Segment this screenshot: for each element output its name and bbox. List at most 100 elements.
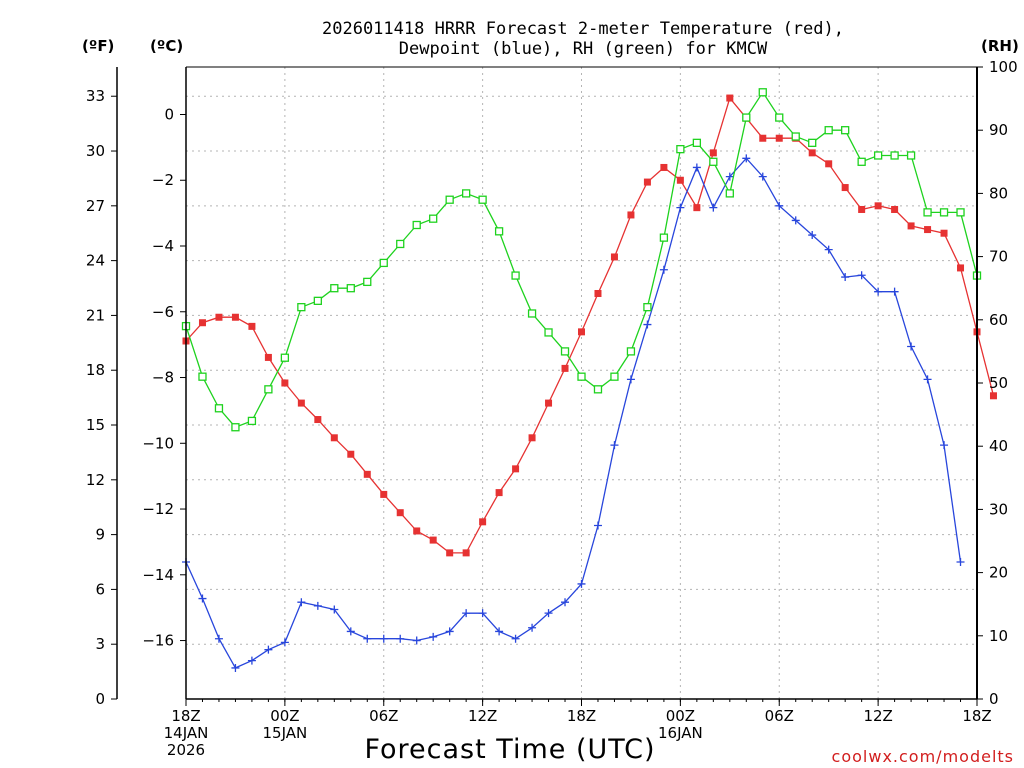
dewpoint-point <box>659 265 668 274</box>
dewpoint-point <box>676 203 685 212</box>
dewpoint-point <box>511 634 520 643</box>
rh-point <box>742 113 751 122</box>
temperature-point <box>380 490 388 498</box>
x-tick-label: 06Z <box>369 707 398 725</box>
celsius-tick-label: −16 <box>142 632 174 650</box>
temperature-point <box>709 149 717 157</box>
rh-point <box>906 151 916 160</box>
temperature-point <box>330 434 338 442</box>
dewpoint-point <box>544 609 553 618</box>
temperature-point <box>446 549 454 557</box>
celsius-tick-label: −6 <box>152 303 174 321</box>
rh-tick-label: 50 <box>989 374 1008 392</box>
dewpoint-point <box>725 172 734 181</box>
rh-point <box>214 404 224 413</box>
rh-point <box>231 423 240 432</box>
temperature-point <box>989 392 997 400</box>
rh-point <box>396 239 405 249</box>
dewpoint-point <box>758 172 767 181</box>
rh-point <box>626 347 636 356</box>
temperature-point <box>940 229 948 237</box>
temperature-point <box>429 536 437 544</box>
dewpoint-point <box>412 636 421 645</box>
dewpoint-point <box>791 216 800 225</box>
celsius-tick-label: −14 <box>142 566 174 584</box>
dewpoint-point <box>396 634 405 643</box>
rh-point <box>939 208 949 217</box>
temperature-point <box>841 184 849 192</box>
temperature-point <box>231 313 239 321</box>
rh-point <box>363 277 372 287</box>
rh-point <box>643 303 652 312</box>
dewpoint-point <box>462 609 471 618</box>
celsius-unit-label: (ºC) <box>150 37 183 55</box>
rh-point <box>692 138 702 147</box>
dewpoint-point <box>577 579 586 588</box>
temperature-point <box>479 518 487 526</box>
dewpoint-point <box>692 163 701 172</box>
celsius-tick-label: −8 <box>152 369 174 387</box>
celsius-tick-label: 0 <box>164 105 174 123</box>
rh-point <box>494 227 504 236</box>
dewpoint-point <box>857 271 866 280</box>
temperature-point <box>297 399 305 407</box>
temperature-point <box>726 94 734 102</box>
dewpoint-point <box>956 558 965 567</box>
rh-point <box>264 385 273 394</box>
x-tick-label: 2026 <box>167 741 205 759</box>
dewpoint-point <box>264 645 273 654</box>
x-tick-label: 00Z <box>666 707 695 725</box>
rh-point <box>330 284 339 293</box>
x-axis-title: Forecast Time (UTC) <box>364 734 655 765</box>
x-tick-label: 16JAN <box>658 724 703 742</box>
dewpoint-point <box>313 601 322 610</box>
x-tick-label: 18Z <box>171 707 200 725</box>
temperature-point <box>874 202 882 210</box>
fahrenheit-tick-label: 6 <box>95 580 105 598</box>
dewpoint-point <box>247 656 256 665</box>
temperature-point <box>627 211 635 219</box>
fahrenheit-tick-label: 21 <box>86 306 105 324</box>
dewpoint-point <box>593 521 602 530</box>
rh-point <box>461 189 471 198</box>
rh-tick-label: 40 <box>989 437 1008 455</box>
celsius-tick-label: −2 <box>152 171 174 189</box>
dewpoint-point <box>231 663 240 672</box>
temperature-point <box>363 470 371 478</box>
dewpoint-point <box>610 441 619 450</box>
rh-point <box>412 220 421 230</box>
celsius-tick-label: −12 <box>142 500 174 518</box>
dewpoint-point <box>923 375 932 384</box>
dewpoint-point <box>940 441 949 450</box>
x-tick-label: 15JAN <box>263 724 308 742</box>
temperature-line <box>185 96 995 554</box>
series-layer <box>181 88 997 672</box>
dewpoint-point <box>742 154 751 163</box>
temperature-point <box>495 489 503 497</box>
dewpoint-point <box>528 623 537 632</box>
temperature-point <box>594 289 602 297</box>
fahrenheit-tick-label: 18 <box>86 361 105 379</box>
fahrenheit-tick-label: 27 <box>86 197 105 215</box>
temperature-point <box>643 178 651 186</box>
temperature-point <box>610 253 618 261</box>
rh-point <box>429 214 438 223</box>
dewpoint-point <box>297 598 306 607</box>
x-tick-label: 14JAN <box>164 724 209 742</box>
dewpoint-point <box>478 609 487 618</box>
rh-point <box>857 157 866 166</box>
temperature-point <box>957 264 965 272</box>
x-tick-label: 18Z <box>567 707 596 725</box>
dewpoint-point <box>346 627 355 636</box>
temperature-point <box>858 205 866 213</box>
fahrenheit-unit-label: (ºF) <box>82 37 114 55</box>
dewpoint-point <box>907 342 916 351</box>
rh-point <box>775 113 784 122</box>
temperature-point <box>528 434 536 442</box>
temperature-point <box>891 205 899 213</box>
dewpoint-point <box>330 605 339 614</box>
rh-point <box>824 126 833 135</box>
rh-tick-label: 10 <box>989 627 1008 645</box>
temperature-point <box>413 527 421 535</box>
